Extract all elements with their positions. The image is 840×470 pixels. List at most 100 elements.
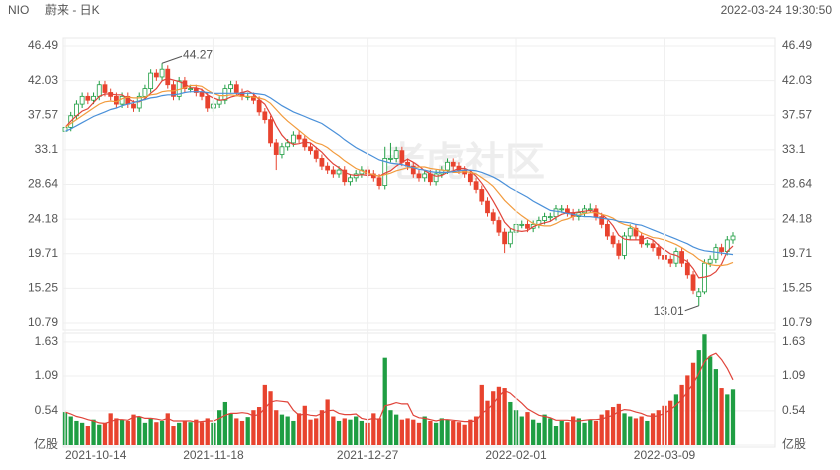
volume-bar: [679, 384, 684, 445]
volume-bar: [217, 410, 222, 445]
volume-bar: [519, 416, 524, 445]
volume-bar: [302, 405, 307, 445]
x-tick-label: 2021-12-27: [337, 448, 399, 462]
volume-bar: [159, 420, 165, 445]
annotation: 13.01: [654, 304, 684, 318]
volume-bar: [114, 418, 119, 445]
candle-body: [313, 150, 319, 159]
candle-body: [502, 231, 508, 245]
volume-bar: [462, 424, 467, 445]
candle-body: [262, 111, 268, 121]
candle-body: [542, 216, 547, 221]
volume-bar: [616, 403, 621, 445]
candle-body: [290, 134, 296, 144]
volume-bar: [285, 416, 290, 445]
volume-bar: [548, 418, 553, 445]
candle-body: [479, 189, 485, 202]
candle-body: [159, 68, 165, 78]
y-tick-label: 24.18: [28, 211, 58, 225]
candle-body: [673, 251, 679, 264]
volume-bar: [205, 418, 210, 445]
annotation-leader: [161, 55, 183, 64]
y-tick-label-right: 10.79: [782, 315, 812, 329]
volume-bar: [177, 422, 182, 445]
candle-body: [696, 291, 702, 297]
candle-body: [730, 235, 736, 241]
candle-body: [616, 243, 622, 256]
volume-bar: [279, 414, 285, 445]
candle-body: [256, 99, 262, 113]
volume-bar: [411, 419, 416, 445]
candle-body: [553, 208, 559, 218]
candle-body: [587, 208, 593, 211]
candle-body: [228, 84, 233, 89]
candle-body: [547, 216, 553, 219]
volume-bar: [542, 414, 547, 445]
candle-body: [325, 165, 331, 171]
volume-bar: [91, 419, 96, 445]
volume-bar: [296, 413, 302, 445]
volume-bar: [479, 384, 484, 445]
volume-bar: [234, 418, 239, 445]
volume-bar: [422, 416, 427, 445]
volume-bar: [245, 417, 250, 445]
ma-line: [64, 91, 734, 256]
volume-bar: [108, 413, 113, 445]
volume-bar: [559, 420, 564, 445]
volume-bar: [268, 391, 273, 445]
candle-body: [684, 262, 690, 276]
volume-bar: [336, 420, 342, 445]
candle-body: [376, 177, 382, 186]
candle-body: [473, 181, 479, 190]
volume-bar: [628, 416, 633, 445]
candle-body: [656, 247, 662, 256]
y-tick-label: 33.1: [35, 142, 59, 156]
volume-bar: [531, 419, 536, 445]
candle-body: [519, 223, 525, 226]
volume-bar: [673, 394, 679, 445]
volume-bar: [439, 418, 444, 445]
volume-bar: [525, 412, 530, 445]
volume-bar: [291, 420, 296, 445]
ma-line: [64, 352, 734, 425]
volume-bar: [696, 350, 701, 445]
volume-bar: [314, 418, 319, 445]
volume-bar: [433, 422, 439, 445]
candle-body: [319, 158, 325, 167]
volume-bar: [131, 414, 136, 445]
volume-bar: [274, 410, 279, 445]
candle-body: [251, 95, 256, 101]
volume-bar: [565, 422, 570, 445]
volume-bar: [148, 418, 153, 445]
candle-body: [233, 84, 239, 93]
volume-bar: [388, 410, 393, 445]
volume-bar: [708, 356, 713, 445]
volume-bar: [456, 422, 462, 445]
candle-body: [599, 216, 605, 225]
candle-body: [399, 150, 405, 163]
volume-bar: [639, 416, 644, 445]
candle-body: [102, 84, 108, 93]
candle-body: [131, 103, 136, 109]
candle-body: [388, 158, 393, 160]
candle-body: [496, 220, 502, 233]
y-tick-label-right: 亿股: [782, 436, 806, 451]
y-tick-label-right: 42.03: [782, 73, 812, 87]
candle-body: [433, 173, 439, 183]
volume-bar: [485, 400, 490, 445]
volume-bar: [125, 420, 130, 445]
volume-bar: [359, 420, 365, 445]
volume-bar: [730, 389, 736, 445]
volume-bar: [354, 416, 359, 445]
y-tick-label-right: 33.1: [782, 142, 806, 156]
candle-body: [285, 142, 291, 148]
volume-bar: [394, 414, 399, 445]
y-tick-label-right: 24.18: [782, 211, 812, 225]
volume-bar: [79, 422, 85, 445]
y-tick-label: 0.54: [35, 403, 59, 417]
volume-bar: [222, 401, 228, 445]
candle-body: [667, 258, 673, 264]
volume-bar: [502, 388, 507, 445]
y-tick-label: 42.03: [28, 73, 58, 87]
